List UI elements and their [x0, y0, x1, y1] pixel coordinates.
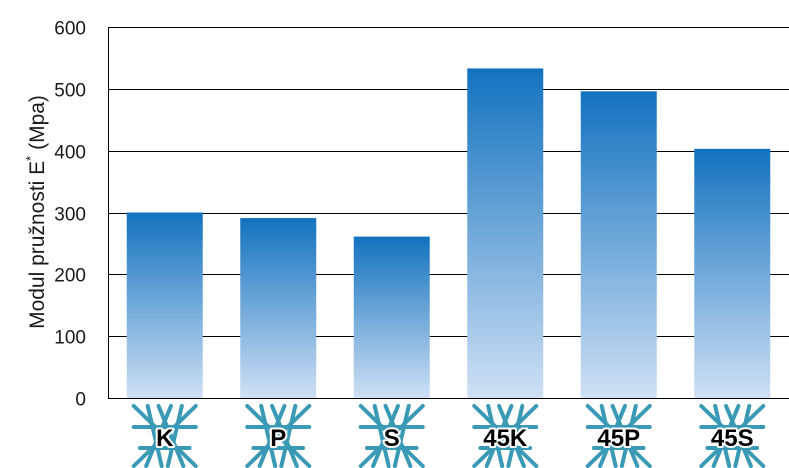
- lattice-icon: [585, 404, 652, 468]
- category-icons: [131, 404, 766, 468]
- bar-45S: [694, 148, 771, 398]
- y-tick-label: 500: [54, 81, 86, 102]
- y-axis-ticks: 0 100 200 300 400 500 600: [54, 19, 86, 411]
- category-label-S: S: [384, 425, 400, 452]
- y-tick-label: 200: [54, 266, 86, 287]
- category-label-P: P: [270, 425, 286, 452]
- category-label-K: K: [156, 425, 174, 452]
- y-axis-title-superscript: *: [23, 156, 38, 161]
- bar-P: [240, 218, 317, 398]
- lattice-icon: [358, 404, 425, 468]
- category-labels: K P S 45K 45P 45S: [154, 423, 756, 454]
- category-label-45K: 45K: [483, 425, 528, 452]
- y-axis-title-main: Modul pružnosti E: [26, 161, 49, 329]
- y-tick-label: 600: [54, 19, 86, 40]
- y-tick-label: 100: [54, 328, 86, 349]
- lattice-icon: [699, 404, 766, 468]
- y-axis-title-unit: (Mpa): [26, 95, 49, 150]
- bars: [126, 68, 771, 398]
- bar-K: [126, 212, 203, 398]
- category-label-45S: 45S: [711, 425, 754, 452]
- bar-45P: [580, 91, 657, 398]
- lattice-icon: [472, 404, 539, 468]
- bar-45K: [467, 68, 544, 398]
- category-label-45P: 45P: [597, 425, 640, 452]
- y-tick-label: 0: [75, 390, 86, 411]
- y-tick-label: 300: [54, 205, 86, 226]
- lattice-icon: [245, 404, 312, 468]
- grid-lines: [108, 27, 789, 399]
- y-axis-title: Modul pružnosti E* (Mpa): [23, 95, 49, 329]
- bar-S: [353, 236, 430, 398]
- y-tick-label: 400: [54, 143, 86, 164]
- lattice-icon: [131, 404, 198, 468]
